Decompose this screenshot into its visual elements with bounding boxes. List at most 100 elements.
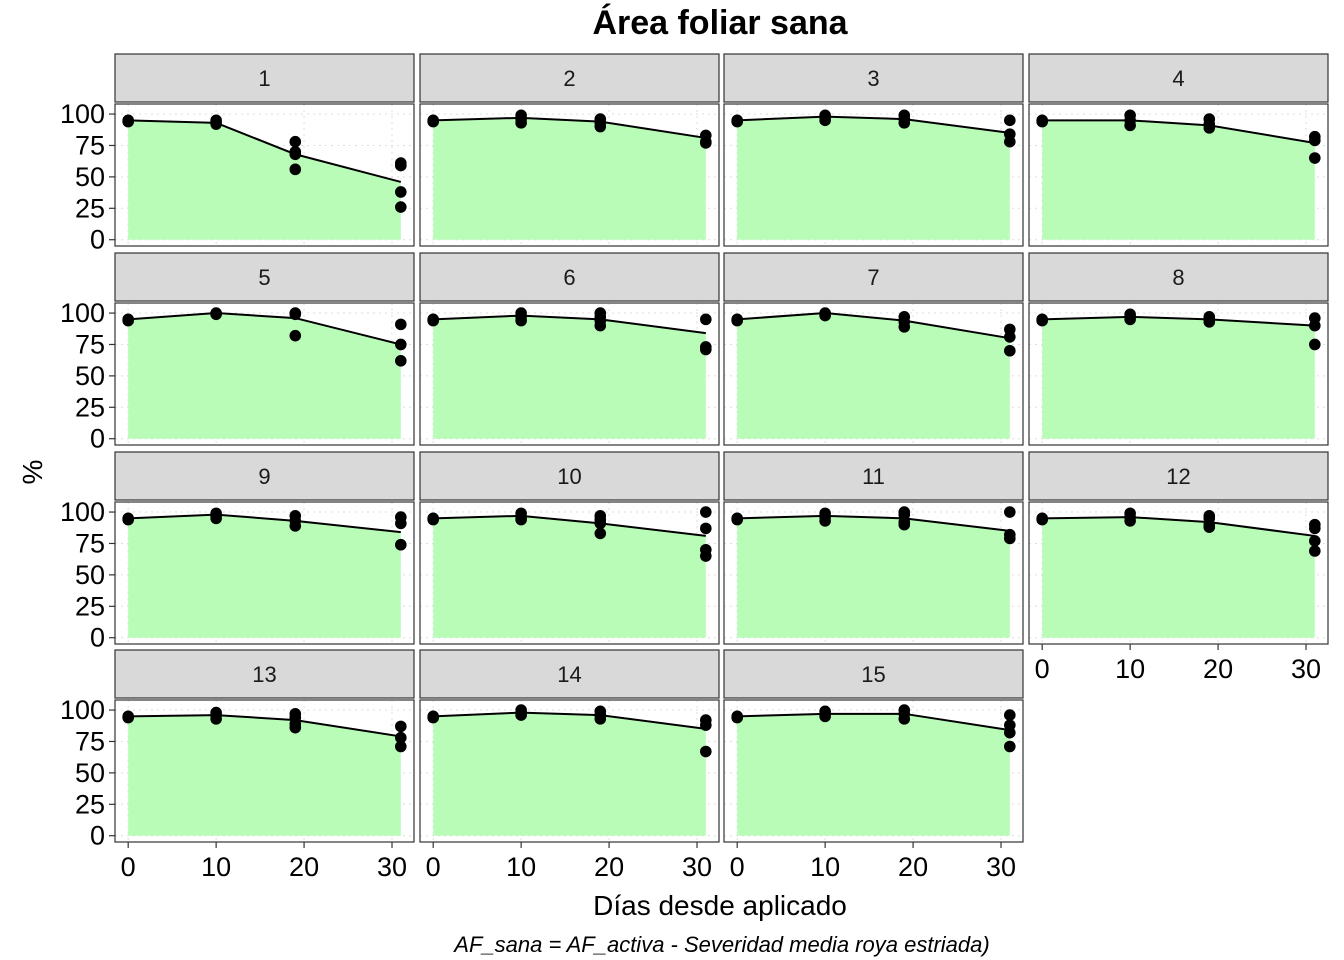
- series-line: [433, 314, 706, 335]
- area-fill: [433, 712, 706, 836]
- data-point: [731, 314, 743, 327]
- data-point: [515, 513, 527, 526]
- facet-label: 11: [862, 464, 885, 489]
- x-tick-label: 0: [730, 852, 745, 882]
- data-point: [395, 338, 407, 351]
- series-line: [128, 119, 402, 183]
- panel-border: [1028, 501, 1329, 645]
- x-tick-label: 20: [594, 852, 624, 882]
- data-point: [898, 117, 911, 129]
- data-point: [1036, 513, 1048, 526]
- data-point: [1004, 344, 1016, 357]
- area-fill: [737, 515, 1010, 638]
- x-tick-label: 10: [506, 852, 536, 882]
- panel-border: [1028, 302, 1329, 446]
- data-point: [1004, 532, 1016, 545]
- x-tick-label: 30: [986, 852, 1016, 882]
- panel-border: [723, 302, 1024, 446]
- x-tick-label: 30: [377, 852, 407, 882]
- facet-strip: [419, 649, 720, 699]
- y-tick-label: 25: [75, 392, 105, 422]
- data-point: [700, 506, 712, 518]
- area-fill: [1042, 517, 1315, 638]
- data-point: [1203, 122, 1216, 134]
- facet-strip: [114, 53, 415, 103]
- facet-strip: [723, 649, 1024, 699]
- y-tick-label: 100: [60, 695, 105, 725]
- data-point: [1203, 521, 1216, 533]
- data-point: [122, 513, 134, 526]
- data-point: [1309, 545, 1321, 557]
- data-point: [515, 709, 527, 721]
- y-tick-label: 100: [60, 99, 105, 129]
- x-tick-label: 0: [121, 852, 136, 882]
- data-point: [395, 159, 407, 172]
- chart-caption: AF_sana = AF_activa - Severidad media ro…: [452, 932, 989, 957]
- y-tick-label: 25: [75, 591, 105, 621]
- panel-border: [1028, 103, 1329, 247]
- data-point: [289, 520, 302, 532]
- panel-border: [419, 501, 720, 645]
- data-point: [515, 314, 527, 327]
- y-tick-label: 100: [60, 298, 105, 328]
- facet-strip: [419, 451, 720, 501]
- facet-label: 13: [252, 662, 276, 687]
- data-point: [700, 343, 712, 356]
- x-tick-label: 30: [682, 852, 712, 882]
- data-point: [731, 711, 743, 724]
- y-tick-label: 75: [75, 726, 105, 756]
- facet-strip: [114, 252, 415, 302]
- facet-strip: [1028, 53, 1329, 103]
- area-fill: [433, 117, 706, 240]
- facet-panel: 14 0 10 20 30: [419, 649, 720, 882]
- panel-border: [114, 501, 415, 645]
- area-fill: [1042, 316, 1315, 439]
- data-point: [289, 135, 302, 148]
- data-point: [427, 513, 439, 526]
- data-point: [1309, 535, 1321, 547]
- data-point: [700, 137, 712, 149]
- data-point: [122, 314, 134, 327]
- data-point: [1004, 135, 1016, 148]
- data-point: [289, 329, 302, 342]
- data-point: [395, 731, 407, 744]
- facet-panel: 11: [723, 451, 1024, 645]
- data-point: [1124, 515, 1136, 527]
- series-line: [737, 712, 1010, 732]
- panel-border: [419, 302, 720, 446]
- data-point: [700, 313, 712, 326]
- data-point: [898, 321, 911, 333]
- data-point: [700, 550, 712, 562]
- panel-border: [419, 699, 720, 843]
- data-point: [1036, 314, 1048, 327]
- data-point: [819, 515, 831, 527]
- data-point: [1124, 119, 1136, 132]
- x-tick-label: 10: [810, 852, 840, 882]
- series-line: [737, 312, 1010, 340]
- facet-label: 14: [557, 662, 581, 687]
- data-point: [1036, 115, 1048, 128]
- series-line: [128, 513, 401, 534]
- facet-label: 6: [563, 265, 575, 290]
- area-fill: [128, 120, 401, 240]
- series-line: [1042, 315, 1315, 327]
- facet-label: 9: [258, 464, 270, 489]
- data-point: [395, 720, 407, 733]
- data-point: [898, 518, 911, 531]
- x-tick-label: 30: [1291, 654, 1321, 684]
- series-line: [433, 711, 706, 730]
- data-point: [395, 201, 407, 213]
- area-fill: [128, 715, 401, 836]
- facet-label: 8: [1172, 265, 1184, 290]
- data-point: [210, 308, 222, 321]
- data-point: [1203, 316, 1216, 328]
- data-point: [898, 713, 911, 725]
- area-fill: [128, 514, 401, 638]
- data-point: [395, 318, 407, 331]
- area-fill: [128, 313, 401, 439]
- area-fill: [1042, 120, 1315, 240]
- facet-label: 7: [867, 265, 879, 290]
